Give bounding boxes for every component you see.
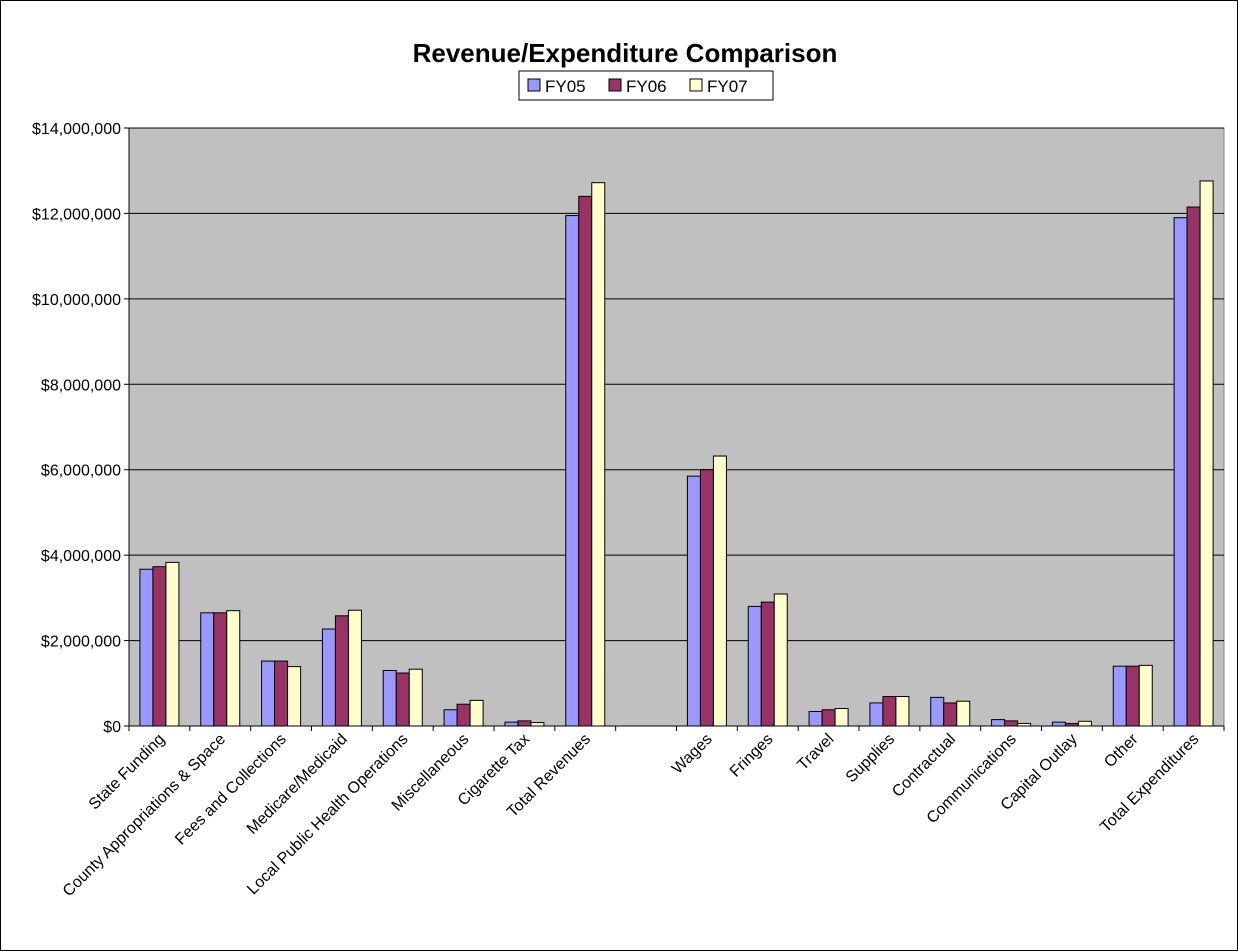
bar-fy07-state-funding bbox=[165, 561, 180, 727]
bar-fy07-contractual bbox=[956, 700, 971, 727]
bar-fy05-travel bbox=[808, 710, 823, 727]
y-tick-label: $4,000,000 bbox=[41, 548, 121, 565]
y-tick-label: $8,000,000 bbox=[41, 377, 121, 394]
bar-fy05-medicare-medicaid bbox=[321, 628, 336, 727]
bar-fy07-local-public-health-operations bbox=[408, 668, 423, 727]
x-tick-label: Medicare/Medicaid bbox=[244, 731, 351, 838]
bar-fy06-county-appropriations-space bbox=[213, 612, 228, 727]
bar-fy05-cigarette-tax bbox=[504, 721, 519, 727]
bar-fy07-county-appropriations-space bbox=[226, 610, 241, 727]
bar-fy06-fringes bbox=[760, 601, 775, 727]
bar-fy07-fees-and-collections bbox=[287, 666, 302, 727]
legend-label-fy06: FY06 bbox=[626, 77, 667, 96]
bar-fy06-fees-and-collections bbox=[274, 660, 289, 727]
bar-fy05-other bbox=[1112, 665, 1127, 727]
bar-fy05-contractual bbox=[930, 696, 945, 727]
bar-fy06-local-public-health-operations bbox=[395, 672, 410, 727]
x-tick-label: Travel bbox=[794, 731, 837, 774]
bar-fy06-communications bbox=[1004, 720, 1019, 727]
x-tick-label: Other bbox=[1101, 730, 1142, 771]
bar-fy07-total-expenditures bbox=[1199, 180, 1214, 727]
bar-fy05-county-appropriations-space bbox=[200, 612, 215, 727]
bar-fy05-fringes bbox=[747, 605, 762, 727]
bar-fy05-supplies bbox=[869, 702, 884, 727]
bar-fy07-cigarette-tax bbox=[530, 722, 545, 727]
x-tick-label: Supplies bbox=[843, 731, 898, 786]
y-tick-label: $14,000,000 bbox=[32, 121, 121, 138]
bar-fy05-wages bbox=[686, 475, 701, 727]
bar-fy05-total-expenditures bbox=[1173, 217, 1188, 727]
legend-swatch-fy06 bbox=[608, 78, 622, 92]
bar-fy07-supplies bbox=[895, 696, 910, 727]
bar-fy06-miscellaneous bbox=[456, 703, 471, 727]
bar-fy07-miscellaneous bbox=[469, 699, 484, 727]
bar-fy06-travel bbox=[821, 709, 836, 727]
bar-fy06-other bbox=[1125, 665, 1140, 727]
bar-fy06-total-revenues bbox=[578, 195, 593, 727]
bar-fy05-local-public-health-operations bbox=[382, 669, 397, 727]
x-tick-label: Fees and Collections bbox=[172, 731, 290, 849]
y-tick-label: $6,000,000 bbox=[41, 463, 121, 480]
legend-label-fy05: FY05 bbox=[545, 77, 586, 96]
bar-fy07-other bbox=[1138, 664, 1153, 727]
bar-fy07-travel bbox=[834, 707, 849, 727]
bar-fy07-medicare-medicaid bbox=[347, 609, 362, 727]
legend: FY05 FY06 FY07 bbox=[518, 70, 774, 101]
legend-label-fy07: FY07 bbox=[707, 77, 748, 96]
y-tick-label: $10,000,000 bbox=[32, 292, 121, 309]
bar-fy06-medicare-medicaid bbox=[334, 615, 349, 727]
y-tick-label: $12,000,000 bbox=[32, 206, 121, 223]
bar-fy06-wages bbox=[699, 469, 714, 727]
bar-fy06-supplies bbox=[882, 696, 897, 727]
x-tick-label: Fringes bbox=[727, 731, 777, 781]
bar-fy05-fees-and-collections bbox=[261, 660, 276, 727]
bar-fy05-miscellaneous bbox=[443, 709, 458, 727]
chart-title: Revenue/Expenditure Comparison bbox=[413, 38, 838, 68]
bar-fy07-capital-outlay bbox=[1077, 720, 1092, 727]
bar-fy05-communications bbox=[991, 719, 1006, 727]
plot-area: $0 $2,000,000 $4,000,000 $6,000,000 $8,000,0… bbox=[32, 121, 1225, 900]
bar-fy05-state-funding bbox=[139, 568, 154, 727]
bar-fy06-capital-outlay bbox=[1064, 722, 1079, 727]
bar-fy06-total-expenditures bbox=[1186, 206, 1201, 727]
legend-swatch-fy05 bbox=[527, 78, 541, 92]
bar-fy07-total-revenues bbox=[591, 182, 606, 727]
bar-fy06-cigarette-tax bbox=[517, 720, 532, 727]
bar-fy05-total-revenues bbox=[565, 215, 580, 727]
plot-background bbox=[128, 127, 1225, 727]
y-tick-label: $2,000,000 bbox=[41, 634, 121, 651]
bar-fy05-capital-outlay bbox=[1051, 721, 1066, 727]
legend-box bbox=[518, 70, 774, 101]
bar-fy07-communications bbox=[1017, 722, 1032, 727]
bar-fy07-fringes bbox=[773, 593, 788, 727]
legend-swatch-fy07 bbox=[689, 78, 703, 92]
y-tick-label: $0 bbox=[103, 719, 121, 736]
bar-fy06-contractual bbox=[943, 702, 958, 727]
bar-fy07-wages bbox=[712, 455, 727, 727]
bar-fy06-state-funding bbox=[152, 566, 167, 727]
x-tick-label: Wages bbox=[669, 731, 716, 778]
